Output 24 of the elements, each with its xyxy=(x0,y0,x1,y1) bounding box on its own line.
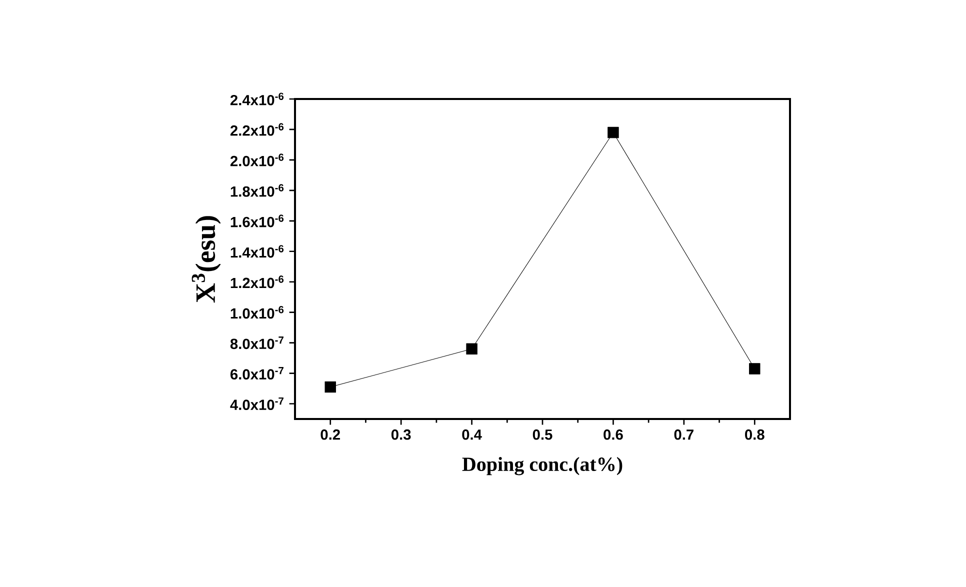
y-tick-label: 6.0x10$^{-7}$ xyxy=(230,367,284,380)
y-axis-title: X$^{3}$(esu) xyxy=(192,216,221,303)
x-axis-title: Doping conc.(at%) xyxy=(462,456,622,476)
y-tick-label: 4.0x10$^{-7}$ xyxy=(230,398,284,410)
point xyxy=(324,381,336,393)
y-tick-label: 1.0x10$^{-6}$ xyxy=(230,306,284,319)
point xyxy=(608,126,619,138)
x-tick-label: 0.4 xyxy=(462,429,482,440)
x-tick-label: 0.2 xyxy=(320,429,340,440)
y-tick-label: 1.2x10$^{-6}$ xyxy=(230,276,284,288)
x-tick-label: 0.8 xyxy=(745,429,764,440)
point xyxy=(749,363,760,374)
y-tick-label: 2.0x10$^{-6}$ xyxy=(230,154,284,166)
y-tick-label: 1.4x10$^{-6}$ xyxy=(230,245,284,258)
y-tick-label: 2.2x10$^{-6}$ xyxy=(230,123,284,136)
y-tick-label: 2.4x10$^{-6}$ xyxy=(230,92,284,106)
y-tick-label: 1.8x10$^{-6}$ xyxy=(230,184,284,197)
x-tick-label: 0.7 xyxy=(674,429,694,440)
point xyxy=(466,343,478,355)
y-tick-label: 1.6x10$^{-6}$ xyxy=(230,214,284,228)
y-tick-label: 8.0x10$^{-7}$ xyxy=(230,336,284,350)
x-tick-label: 0.3 xyxy=(391,429,411,440)
x-tick-label: 0.6 xyxy=(604,429,623,440)
x-tick-label: 0.5 xyxy=(532,429,552,440)
